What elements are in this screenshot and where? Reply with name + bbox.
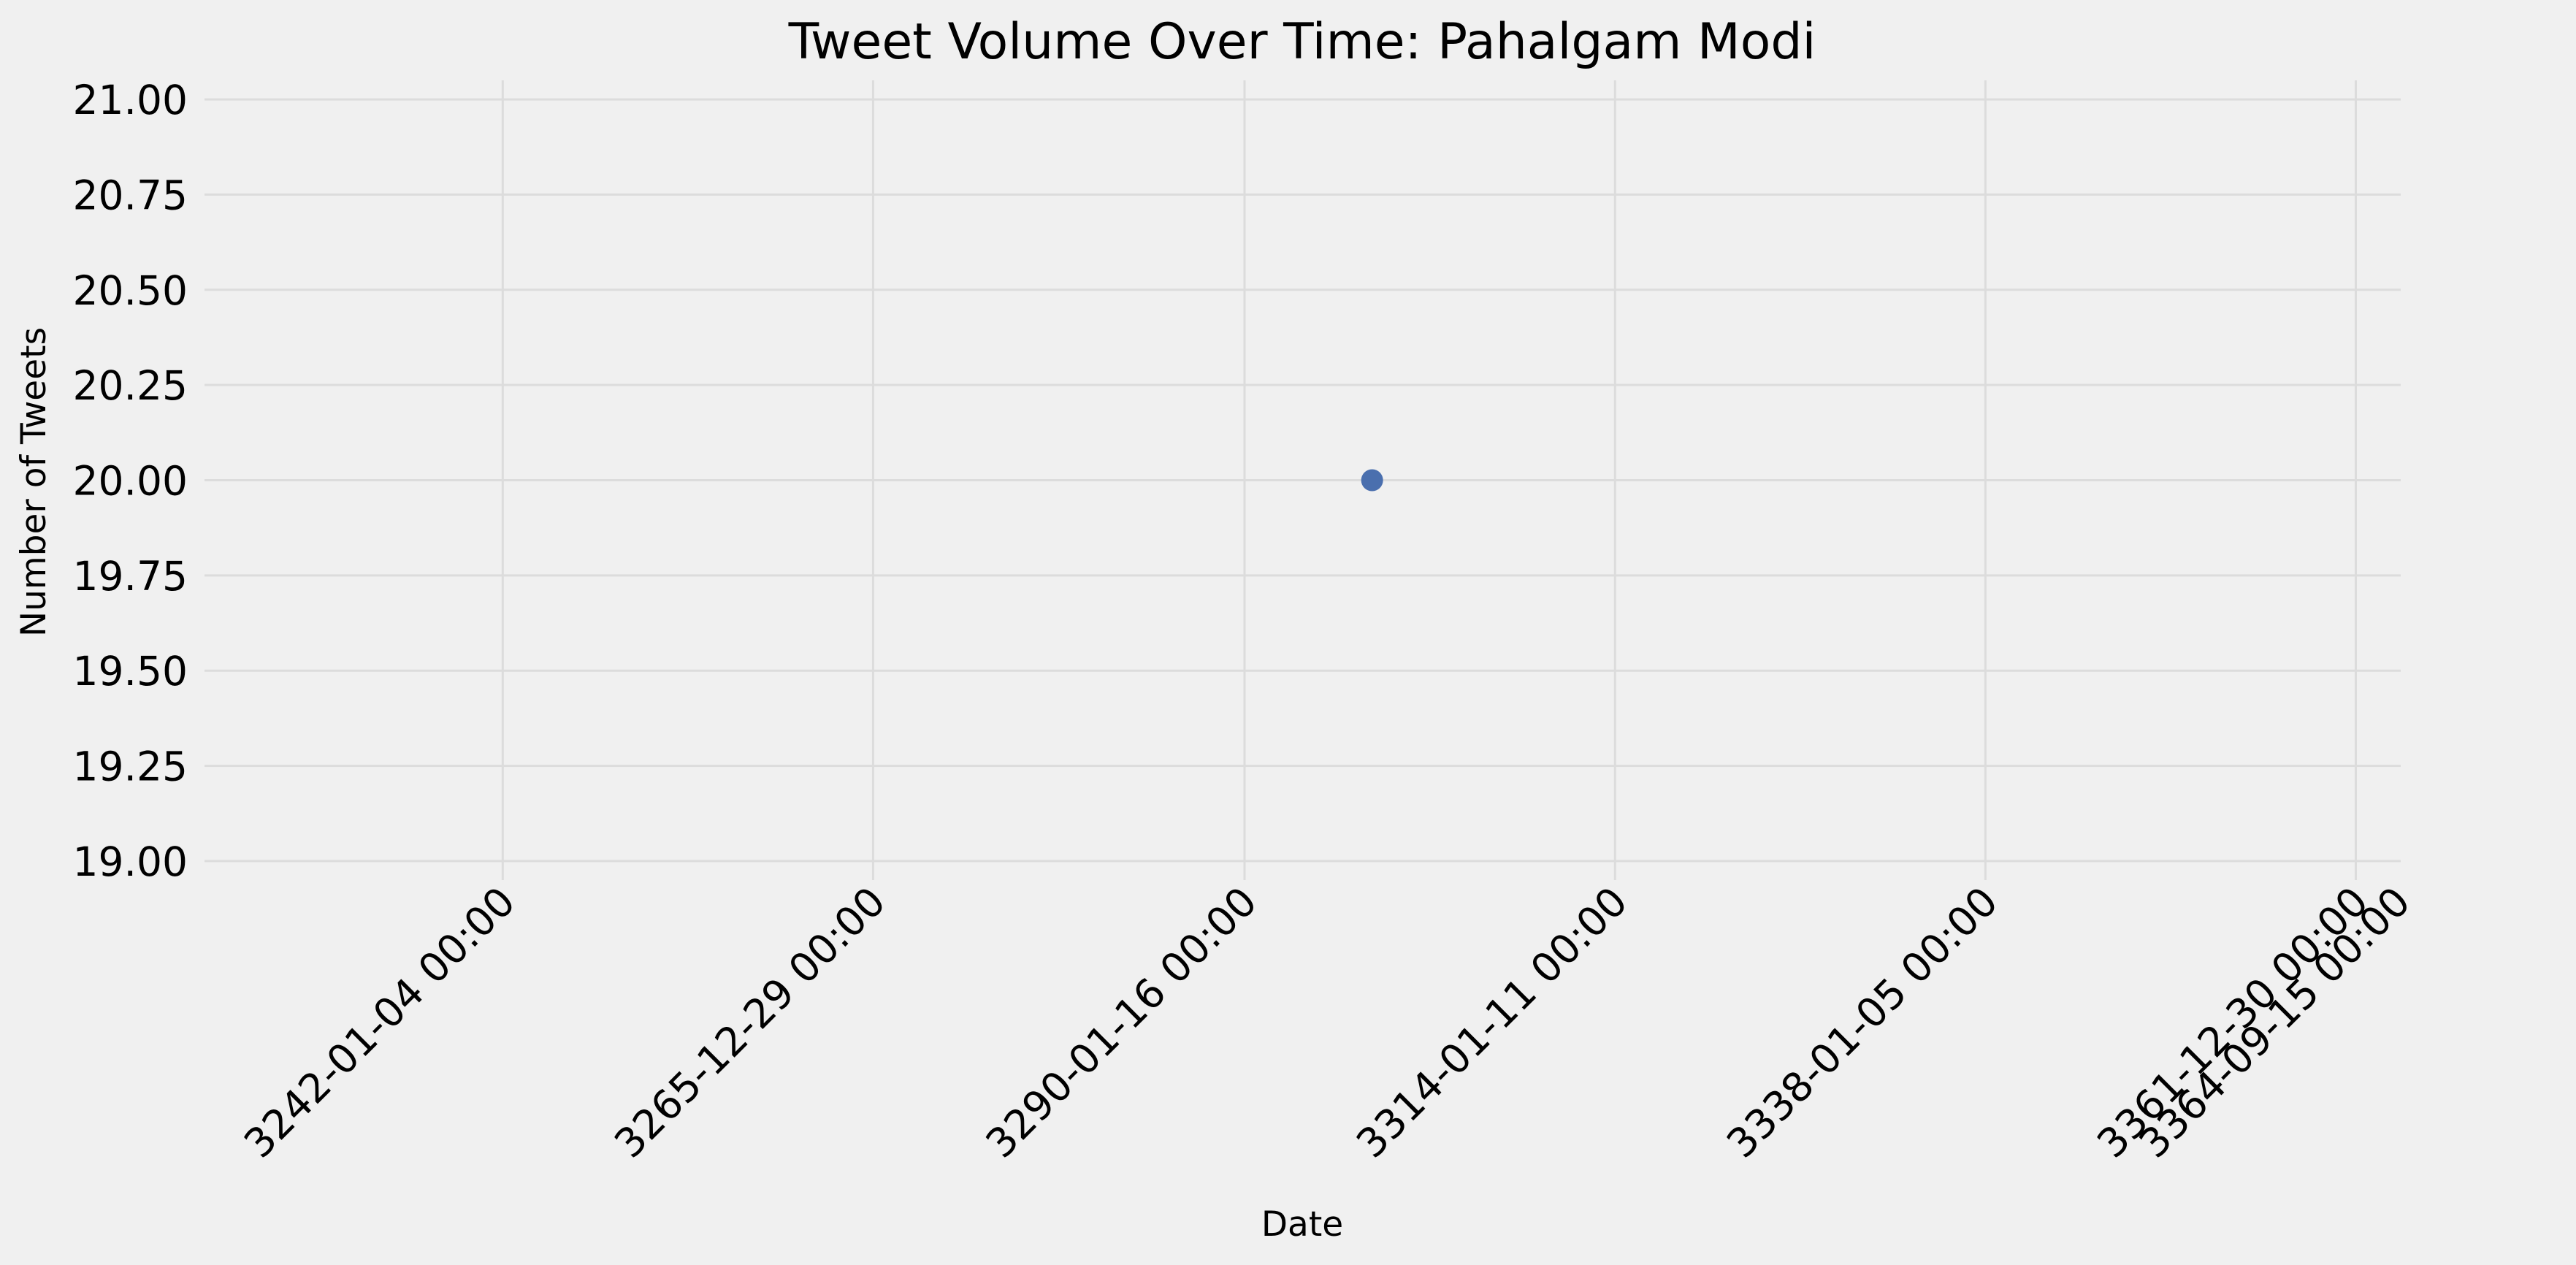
y-tick-label: 20.25 (73, 362, 188, 409)
x-axis-label: Date (1261, 1204, 1343, 1245)
x-tick-label: 3364-09-15 00:00 (2130, 878, 2419, 1167)
x-axis-ticks: 3242-01-04 00:00 3265-12-29 00:00 3290-01-… (235, 878, 2419, 1167)
y-tick-label: 19.25 (73, 744, 188, 790)
grid (205, 80, 2401, 880)
y-tick-label: 20.50 (73, 267, 188, 314)
y-tick-label: 19.50 (73, 648, 188, 695)
x-tick-label: 3290-01-16 00:00 (976, 878, 1266, 1167)
x-tick-label: 3361-12-30 00:00 (2088, 878, 2377, 1167)
chart-title: Tweet Volume Over Time: Pahalgam Modi (788, 13, 1816, 71)
x-tick-label: 3265-12-29 00:00 (605, 878, 895, 1167)
y-axis-ticks: 19.00 19.25 19.50 19.75 20.00 20.25 20.50 20.75… (73, 77, 188, 885)
y-tick-label: 20.00 (73, 458, 188, 505)
y-tick-label: 19.75 (73, 553, 188, 600)
x-tick-label: 3242-01-04 00:00 (235, 878, 524, 1167)
data-point (1361, 469, 1383, 492)
y-tick-label: 21.00 (73, 77, 188, 123)
y-tick-label: 19.00 (73, 838, 188, 885)
y-tick-label: 20.75 (73, 172, 188, 218)
x-tick-label: 3338-01-05 00:00 (1718, 878, 2007, 1167)
x-tick-label: 3314-01-11 00:00 (1348, 878, 1637, 1167)
y-axis-label: Number of Tweets (14, 327, 54, 637)
data-points (1361, 469, 1383, 492)
